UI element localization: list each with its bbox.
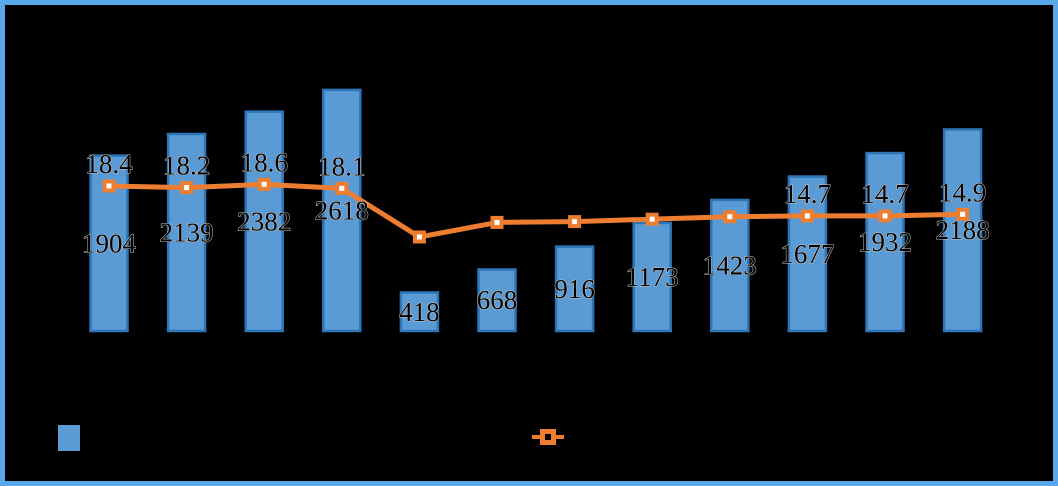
bar-value-label: 1932	[858, 227, 912, 257]
bar	[787, 175, 828, 333]
bar	[942, 128, 983, 333]
bar-value-label: 418	[399, 297, 440, 327]
line-marker-center	[416, 234, 422, 240]
line-marker-center	[261, 181, 267, 187]
line-marker-center	[572, 219, 578, 225]
line-marker-center	[339, 185, 345, 191]
bar	[865, 151, 905, 333]
line-marker-center	[649, 216, 655, 222]
bar-value-label: 1904	[82, 228, 137, 258]
line-value-label: 14.7	[784, 179, 831, 209]
legend-line-swatch-marker-center	[545, 434, 551, 440]
line-value-label: 18.1	[318, 151, 365, 181]
line-value-label: 14.7	[861, 179, 908, 209]
bar	[477, 268, 517, 333]
bar	[554, 245, 595, 333]
bar-value-label: 2382	[237, 206, 291, 236]
bar-value-label: 916	[554, 274, 595, 304]
line-marker-center	[727, 214, 733, 220]
line-marker-center	[804, 213, 810, 219]
line-value-label: 18.2	[163, 151, 210, 181]
line-marker-center	[494, 219, 500, 225]
line-marker-center	[106, 183, 112, 189]
bar-value-label: 1173	[626, 262, 679, 292]
line-series	[108, 181, 963, 240]
line-value-label: 18.6	[241, 147, 288, 177]
bar-value-label: 2618	[315, 195, 369, 225]
bar-value-label: 1423	[703, 250, 757, 280]
bar	[166, 132, 207, 333]
line-marker-center	[184, 185, 190, 191]
legend-bar-swatch	[58, 425, 80, 451]
line-value-label: 14.9	[939, 177, 986, 207]
bar-value-label: 2139	[160, 217, 214, 247]
bar-value-label: 1677	[780, 239, 834, 269]
bar	[399, 291, 440, 333]
bar-value-label: 668	[477, 285, 518, 315]
line-value-label: 18.4	[85, 149, 133, 179]
line-marker-center	[960, 211, 966, 217]
bar-value-label: 2188	[936, 215, 990, 245]
bar	[244, 110, 284, 333]
bar	[322, 88, 362, 333]
bar	[632, 221, 672, 333]
line-marker-center	[882, 213, 888, 219]
